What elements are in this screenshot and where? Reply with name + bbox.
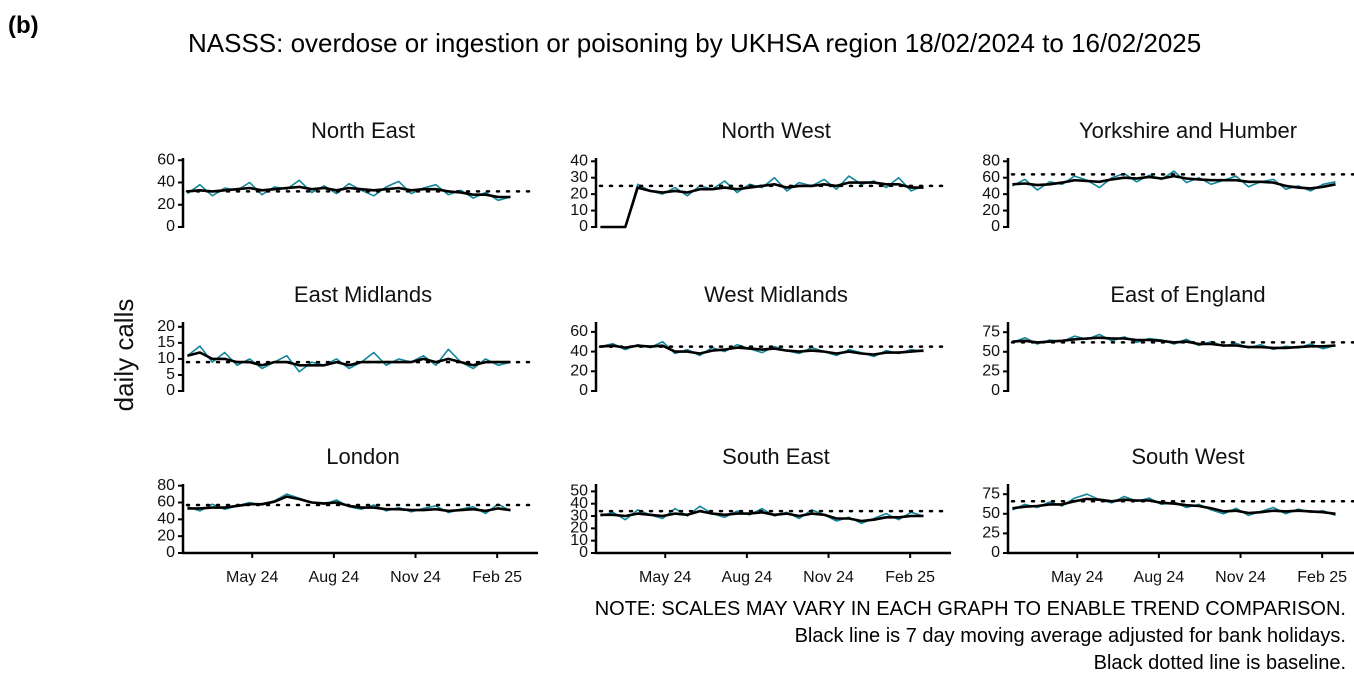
- panel-title: North West: [721, 118, 831, 143]
- y-tick-label: 0: [166, 218, 175, 235]
- y-tick-label: 80: [157, 477, 175, 494]
- y-tick-label: 40: [570, 495, 588, 512]
- average-line: [600, 509, 924, 523]
- y-tick-label: 0: [991, 544, 1000, 561]
- y-tick-label: 10: [570, 202, 588, 219]
- average-line: [187, 495, 511, 513]
- y-tick-label: 20: [570, 185, 588, 202]
- y-tick-label: 30: [570, 169, 588, 186]
- y-tick-label: 0: [579, 544, 588, 561]
- x-tick-label: Aug 24: [309, 569, 360, 586]
- y-tick-label: 20: [570, 363, 588, 380]
- x-tick-label: Nov 24: [1215, 569, 1266, 586]
- x-tick-label: May 24: [226, 569, 279, 586]
- y-tick-label: 0: [166, 382, 175, 399]
- x-tick-label: Feb 25: [472, 569, 522, 586]
- x-tick-label: May 24: [639, 569, 692, 586]
- y-tick-label: 60: [157, 151, 175, 168]
- average-line: [600, 181, 924, 229]
- panel-title: South East: [722, 444, 830, 469]
- y-tick-label: 40: [570, 153, 588, 170]
- average-line: [1012, 497, 1336, 516]
- y-tick-label: 0: [579, 218, 588, 235]
- y-tick-label: 15: [157, 334, 175, 351]
- y-tick-label: 60: [157, 494, 175, 511]
- y-tick-label: 50: [982, 343, 1000, 360]
- x-tick-label: Nov 24: [803, 569, 854, 586]
- y-tick-label: 20: [157, 196, 175, 213]
- y-tick-label: 20: [982, 202, 1000, 219]
- y-tick-label: 0: [991, 382, 1000, 399]
- y-tick-label: 25: [982, 363, 1000, 380]
- x-tick-label: Feb 25: [1297, 569, 1347, 586]
- panel-title: East Midlands: [294, 282, 432, 307]
- note: Black line is 7 day moving average adjus…: [794, 625, 1346, 647]
- note: Black dotted line is baseline.: [1093, 652, 1346, 674]
- y-tick-label: 75: [982, 485, 1000, 502]
- y-tick-label: 30: [570, 507, 588, 524]
- panel-title: East of England: [1110, 282, 1265, 307]
- panel-title: London: [326, 444, 399, 469]
- x-tick-label: May 24: [1051, 569, 1104, 586]
- daily-line: [186, 345, 511, 373]
- y-tick-label: 50: [570, 483, 588, 500]
- y-tick-label: 40: [570, 343, 588, 360]
- y-axis-label: daily calls: [109, 299, 139, 412]
- y-tick-label: 0: [991, 218, 1000, 235]
- panel-title: West Midlands: [704, 282, 848, 307]
- y-tick-label: 10: [570, 532, 588, 549]
- panel-label: (b): [8, 12, 39, 39]
- x-tick-label: Feb 25: [885, 569, 935, 586]
- y-tick-label: 20: [157, 318, 175, 335]
- note: NOTE: SCALES MAY VARY IN EACH GRAPH TO E…: [594, 598, 1346, 620]
- average-line: [600, 344, 924, 356]
- y-tick-label: 5: [166, 366, 175, 383]
- y-tick-label: 40: [982, 185, 1000, 202]
- y-tick-label: 0: [166, 544, 175, 561]
- y-tick-label: 20: [570, 520, 588, 537]
- y-tick-label: 10: [157, 350, 175, 367]
- y-tick-label: 40: [157, 511, 175, 528]
- y-tick-label: 75: [982, 323, 1000, 340]
- panel-title: South West: [1131, 444, 1244, 469]
- average-line: [1012, 174, 1336, 190]
- y-tick-label: 40: [157, 174, 175, 191]
- x-tick-label: Aug 24: [1134, 569, 1185, 586]
- panel-title: North East: [311, 118, 415, 143]
- panel-title: Yorkshire and Humber: [1079, 118, 1297, 143]
- y-tick-label: 50: [982, 505, 1000, 522]
- y-tick-label: 80: [982, 153, 1000, 170]
- chart-title: NASSS: overdose or ingestion or poisonin…: [188, 28, 1202, 58]
- y-tick-label: 60: [982, 169, 1000, 186]
- x-tick-label: Nov 24: [390, 569, 441, 586]
- y-tick-label: 0: [579, 382, 588, 399]
- y-tick-label: 25: [982, 525, 1000, 542]
- y-tick-label: 20: [157, 527, 175, 544]
- y-tick-label: 60: [570, 323, 588, 340]
- x-tick-label: Aug 24: [722, 569, 773, 586]
